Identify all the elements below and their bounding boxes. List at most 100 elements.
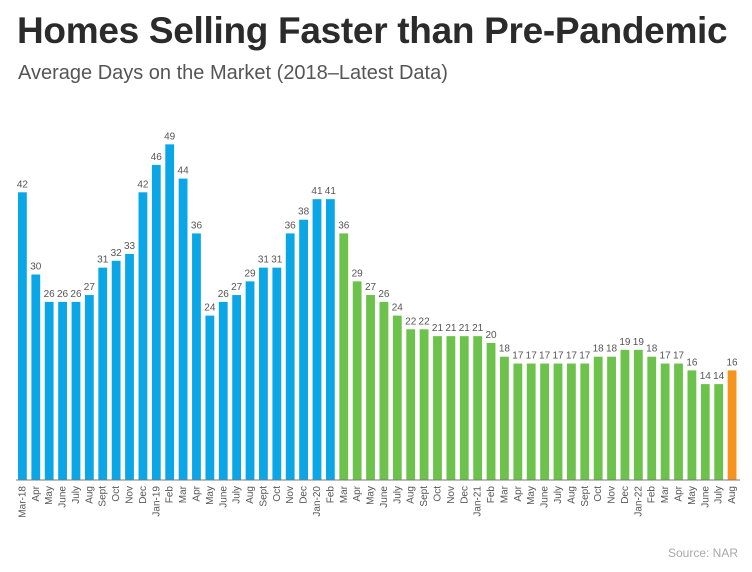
value-label: 20 (485, 330, 497, 341)
tick-label: Aug (84, 486, 95, 504)
bar-may (366, 295, 375, 480)
value-label: 18 (606, 344, 618, 355)
tick-label: Dec (459, 486, 470, 504)
bar-june (58, 301, 67, 480)
bar-aug (406, 329, 416, 480)
value-label: 18 (499, 344, 511, 355)
bar-nov (285, 233, 295, 480)
tick-label: Oct (272, 486, 283, 502)
tick-label: Mar (339, 485, 350, 503)
value-label: 26 (44, 289, 56, 300)
value-label: 22 (419, 316, 431, 327)
bar-dec (299, 219, 308, 480)
bar-feb (325, 199, 335, 480)
bar-june (700, 384, 710, 480)
tick-label: July (553, 486, 564, 504)
tick-label: May (44, 486, 55, 505)
value-label: 19 (619, 337, 631, 348)
tick-label: Oct (111, 486, 122, 502)
value-label: 17 (552, 351, 564, 362)
value-label: 46 (151, 152, 163, 163)
tick-label: Feb (165, 486, 176, 504)
value-label: 24 (204, 303, 216, 314)
value-label: 42 (17, 179, 29, 190)
tick-label: Feb (486, 486, 497, 504)
value-label: 31 (271, 255, 283, 266)
tick-label: Aug (566, 486, 577, 504)
tick-label: July (714, 486, 725, 504)
tick-label: Nov (607, 486, 618, 504)
tick-label: June (700, 486, 711, 508)
bar-july (71, 301, 81, 480)
value-label: 17 (660, 351, 672, 362)
bar-jan-22 (633, 349, 643, 480)
bar-mar (660, 363, 670, 480)
tick-label: Apr (31, 485, 42, 501)
bar-oct (433, 336, 442, 480)
bar-feb (647, 356, 657, 480)
tick-label: Mar (660, 485, 671, 503)
bar-dec (459, 336, 469, 480)
tick-label: June (218, 486, 229, 508)
bar-oct (111, 260, 121, 480)
value-label: 36 (338, 220, 350, 231)
tick-label: Apr (191, 485, 202, 501)
value-label: 36 (191, 220, 203, 231)
value-label: 17 (579, 351, 591, 362)
tick-label: May (526, 486, 537, 505)
bar-june (218, 301, 228, 480)
value-label: 26 (218, 289, 230, 300)
value-label: 18 (646, 344, 658, 355)
tick-label: Sept (98, 486, 109, 507)
value-label: 14 (713, 371, 725, 382)
tick-label: Oct (432, 486, 443, 502)
bar-may (526, 363, 536, 480)
value-label: 42 (137, 179, 149, 190)
bar-mar (178, 178, 188, 480)
tick-label: Sept (258, 486, 269, 507)
bars-group (18, 144, 737, 481)
value-label: 14 (700, 371, 712, 382)
value-label: 31 (258, 255, 270, 266)
tick-label: July (392, 486, 403, 504)
value-label: 30 (30, 262, 42, 273)
bar-june (540, 363, 550, 480)
bar-apr (31, 274, 41, 480)
bar-sept (259, 267, 268, 480)
bar-may (44, 301, 54, 480)
tick-label: July (232, 486, 243, 504)
tick-label: Aug (245, 486, 256, 504)
value-label: 17 (539, 351, 551, 362)
bar-aug (84, 295, 94, 480)
bar-aug (727, 370, 737, 480)
bar-mar (339, 233, 349, 480)
value-label: 21 (445, 323, 457, 334)
tick-label: Oct (593, 486, 604, 502)
chart-title: Homes Selling Faster than Pre-Pandemic (17, 10, 728, 51)
value-label: 26 (70, 289, 82, 300)
value-label: 17 (512, 351, 524, 362)
tick-label: Jan-22 (633, 486, 644, 517)
value-label: 16 (727, 357, 739, 368)
bar-oct (593, 356, 603, 480)
bar-dec (138, 192, 148, 481)
bar-nov (125, 253, 134, 480)
bar-apr (352, 281, 362, 480)
bar-july (232, 295, 242, 480)
bar-jan-20 (312, 199, 322, 480)
value-label: 24 (392, 303, 404, 314)
bar-sept (98, 267, 108, 480)
value-label: 32 (111, 248, 123, 259)
value-label: 29 (352, 268, 364, 279)
value-label: 26 (378, 289, 390, 300)
bar-july (392, 315, 402, 480)
tick-label: Feb (325, 486, 336, 504)
value-label: 17 (673, 351, 685, 362)
tick-label: June (540, 486, 551, 508)
tick-label: Apr (674, 485, 685, 501)
value-label: 38 (298, 207, 310, 218)
tick-label: May (205, 486, 216, 505)
bar-jan-19 (151, 164, 161, 480)
bar-sept (419, 329, 429, 480)
